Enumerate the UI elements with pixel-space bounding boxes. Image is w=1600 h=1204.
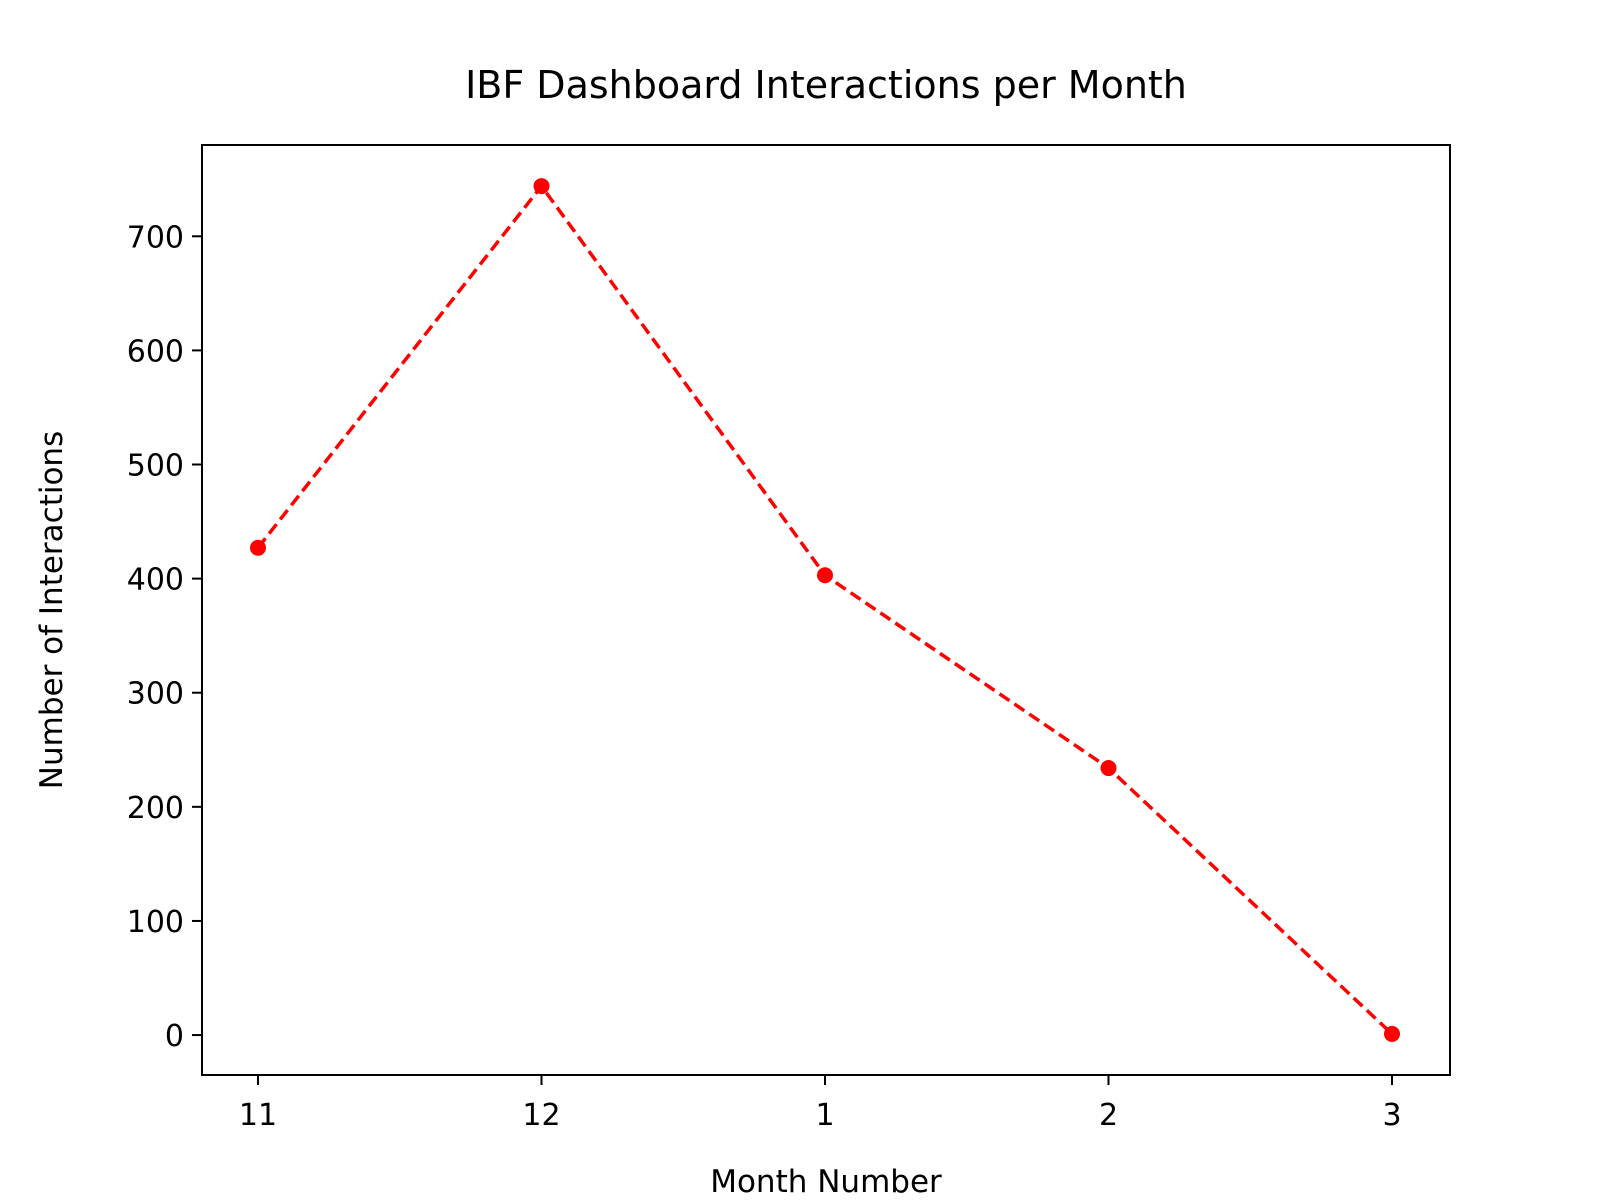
plot-area-frame — [201, 144, 1451, 1076]
x-tick-label: 3 — [1382, 1098, 1401, 1133]
chart-title: IBF Dashboard Interactions per Month — [465, 63, 1187, 107]
data-point — [1384, 1025, 1400, 1042]
data-point — [533, 178, 550, 195]
y-tick-label: 400 — [127, 563, 184, 598]
data-point — [250, 539, 266, 556]
x-tick-label: 12 — [522, 1098, 560, 1133]
y-tick-label: 300 — [127, 677, 184, 712]
data-point — [817, 567, 833, 584]
series-line — [256, 183, 1394, 1036]
y-tick-label: 700 — [127, 220, 184, 255]
x-tick-label: 2 — [1099, 1098, 1118, 1133]
y-tick-label: 600 — [127, 334, 184, 369]
x-tick-label: 11 — [239, 1098, 277, 1133]
y-tick-label: 0 — [165, 1019, 184, 1054]
y-tick-label: 100 — [127, 905, 184, 940]
series-points — [250, 178, 1400, 1042]
y-tick-label: 500 — [127, 449, 184, 484]
data-point — [1100, 760, 1117, 777]
y-tick-label: 200 — [127, 791, 184, 826]
x-tick-label: 1 — [815, 1098, 834, 1133]
y-axis-label: Number of Interactions — [34, 431, 70, 789]
x-axis-label: Month Number — [710, 1164, 942, 1200]
x-axis: 11 12 1 2 3 — [239, 1075, 1402, 1133]
y-axis: 0 100 200 300 400 500 600 700 — [127, 220, 202, 1054]
